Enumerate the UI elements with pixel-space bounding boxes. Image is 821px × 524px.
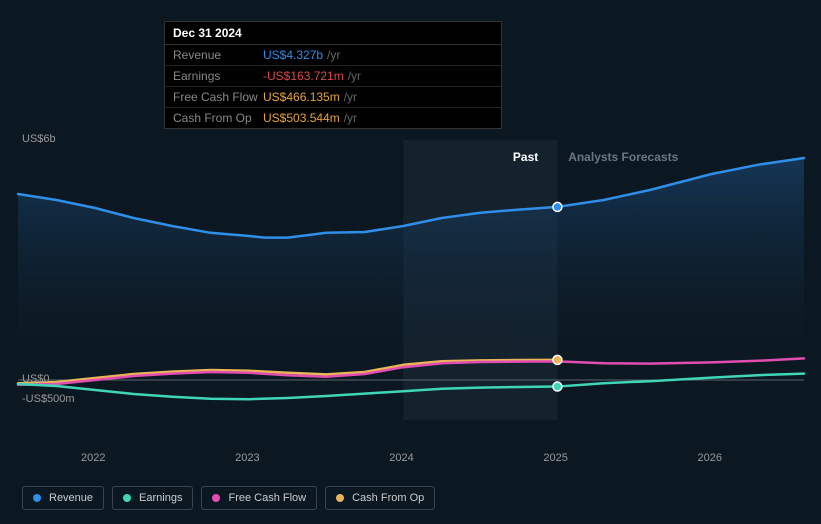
tooltip-metric-label: Revenue: [173, 49, 263, 61]
section-label: Analysts Forecasts: [568, 150, 678, 164]
hover-tooltip: Dec 31 2024 RevenueUS$4.327b/yrEarnings-…: [164, 21, 502, 129]
tooltip-metric-label: Free Cash Flow: [173, 91, 263, 103]
legend: Revenue Earnings Free Cash Flow Cash From O…: [22, 486, 435, 510]
y-label: -US$500m: [22, 393, 75, 405]
tooltip-metric-value: US$4.327b: [263, 49, 323, 61]
series-marker-revenue: [553, 202, 562, 211]
chart-container: Dec 31 2024 RevenueUS$4.327b/yrEarnings-…: [0, 0, 821, 524]
tooltip-metric-unit: /yr: [348, 70, 361, 82]
tooltip-metric-value: -US$163.721m: [263, 70, 344, 82]
tooltip-metric-unit: /yr: [327, 49, 340, 61]
tooltip-row: Earnings-US$163.721m/yr: [165, 66, 501, 87]
tooltip-row: RevenueUS$4.327b/yr: [165, 45, 501, 66]
legend-item-earnings[interactable]: Earnings: [112, 486, 193, 510]
x-label: 2024: [389, 452, 413, 464]
y-label: US$6b: [22, 133, 56, 145]
legend-dot-icon: [33, 494, 41, 502]
x-label: 2022: [81, 452, 105, 464]
legend-label: Cash From Op: [352, 492, 424, 504]
tooltip-date: Dec 31 2024: [165, 22, 501, 45]
legend-item-revenue[interactable]: Revenue: [22, 486, 104, 510]
legend-dot-icon: [123, 494, 131, 502]
legend-label: Earnings: [139, 492, 182, 504]
legend-item-cashfromop[interactable]: Cash From Op: [325, 486, 435, 510]
legend-dot-icon: [212, 494, 220, 502]
tooltip-metric-unit: /yr: [344, 91, 357, 103]
series-marker-earnings: [553, 382, 562, 391]
legend-label: Revenue: [49, 492, 93, 504]
tooltip-metric-value: US$466.135m: [263, 91, 340, 103]
tooltip-metric-label: Earnings: [173, 70, 263, 82]
x-label: 2023: [235, 452, 259, 464]
tooltip-metric-label: Cash From Op: [173, 112, 263, 124]
x-label: 2026: [698, 452, 722, 464]
tooltip-row: Free Cash FlowUS$466.135m/yr: [165, 87, 501, 108]
legend-item-fcf[interactable]: Free Cash Flow: [201, 486, 317, 510]
series-marker-cashfromop: [553, 355, 562, 364]
tooltip-metric-value: US$503.544m: [263, 112, 340, 124]
legend-label: Free Cash Flow: [228, 492, 306, 504]
section-label: Past: [513, 150, 538, 164]
tooltip-metric-unit: /yr: [344, 112, 357, 124]
x-label: 2025: [543, 452, 567, 464]
y-label: US$0: [22, 373, 50, 385]
tooltip-row: Cash From OpUS$503.544m/yr: [165, 108, 501, 128]
legend-dot-icon: [336, 494, 344, 502]
